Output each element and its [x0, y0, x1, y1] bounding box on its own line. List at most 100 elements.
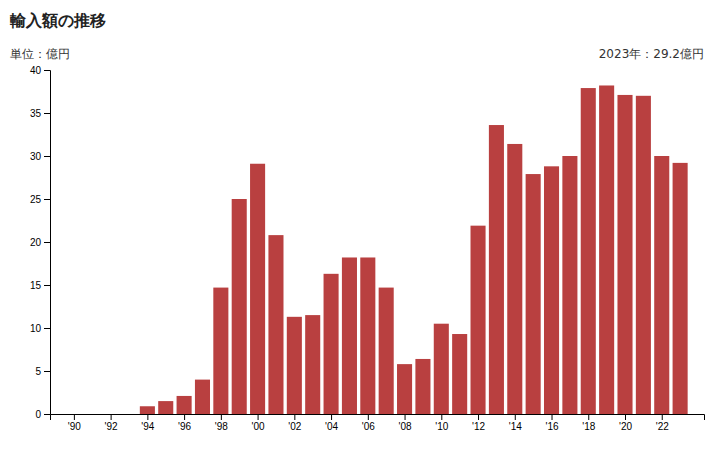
bar	[397, 364, 412, 414]
bar	[654, 156, 669, 414]
y-axis-label: 単位：億円	[10, 47, 70, 61]
x-tick-label: '94	[141, 421, 154, 432]
x-axis: '90 '92 '94 '96 '98 '00 '02 '04 '06 '08 '10 '12 '14 '…	[51, 414, 705, 432]
title: 輸入額の推移	[9, 11, 106, 30]
bars	[140, 85, 688, 414]
bar	[636, 96, 651, 414]
bar	[85, 414, 100, 415]
x-tick-label: '02	[288, 421, 301, 432]
bar	[489, 125, 504, 414]
bar	[103, 414, 118, 415]
y-tick: 10	[30, 323, 50, 334]
bar	[121, 414, 136, 415]
x-tick: '16	[545, 414, 558, 432]
bar	[268, 235, 283, 414]
annotation: 2023年：29.2億円	[599, 47, 704, 61]
bar	[342, 257, 357, 414]
x-tick-mark	[294, 414, 295, 420]
bar	[415, 359, 430, 414]
x-tick: '02	[288, 414, 301, 432]
x-tick: '94	[141, 414, 154, 432]
bar	[305, 315, 320, 414]
x-tick: '12	[472, 414, 485, 432]
x-tick-label: '98	[215, 421, 228, 432]
x-tick: '08	[399, 414, 412, 432]
bar	[617, 95, 632, 414]
x-tick: '20	[619, 414, 632, 432]
x-tick-mark	[74, 414, 75, 420]
y-tick-label: 5	[35, 366, 41, 377]
x-tick-mark	[368, 414, 369, 420]
x-tick-mark	[184, 414, 185, 420]
bar	[195, 380, 210, 414]
y-tick-label: 30	[30, 151, 42, 162]
x-tick-mark	[331, 414, 332, 420]
x-tick: '06	[362, 414, 375, 432]
x-tick-mark	[588, 414, 589, 420]
x-tick: '98	[215, 414, 228, 432]
bar	[66, 414, 81, 415]
x-tick-mark	[478, 414, 479, 420]
x-tick-mark	[625, 414, 626, 420]
bar	[287, 317, 302, 414]
x-tick-mark	[147, 414, 148, 420]
bar	[673, 163, 688, 414]
x-tick-mark	[221, 414, 222, 420]
x-tick-mark	[441, 414, 442, 420]
x-tick-mark	[111, 414, 112, 420]
y-tick: 15	[30, 280, 50, 291]
x-tick-mark	[258, 414, 259, 420]
y-tick: 35	[30, 108, 50, 119]
bar	[232, 199, 247, 414]
y-tick-mark	[44, 371, 50, 372]
x-tick-label: '14	[509, 421, 522, 432]
x-tick: '14	[509, 414, 522, 432]
y-tick-label: 25	[30, 194, 42, 205]
x-tick-mark	[515, 414, 516, 420]
x-tick-label: '20	[619, 421, 632, 432]
bar	[434, 324, 449, 414]
y-tick: 5	[35, 366, 50, 377]
bar	[213, 288, 228, 414]
bar	[177, 396, 192, 414]
bar	[158, 401, 173, 414]
y-axis: 0 5 10 15 20 25 30 35 40	[30, 65, 51, 420]
y-tick-mark	[44, 199, 50, 200]
x-tick-label: '00	[252, 421, 265, 432]
x-tick-label: '06	[362, 421, 375, 432]
y-tick-mark	[44, 70, 50, 71]
y-tick-mark	[44, 328, 50, 329]
bar	[526, 174, 541, 414]
y-tick-label: 40	[30, 65, 42, 76]
bar	[324, 274, 339, 414]
x-tick-label: '92	[105, 421, 118, 432]
x-tick-label: '10	[435, 421, 448, 432]
y-tick-label: 15	[30, 280, 42, 291]
x-axis-line	[51, 415, 705, 421]
y-tick: 0	[35, 409, 50, 420]
y-tick: 40	[30, 65, 50, 76]
bar	[471, 226, 486, 414]
x-tick-label: '18	[582, 421, 595, 432]
y-tick: 30	[30, 151, 50, 162]
bar	[507, 144, 522, 414]
bar	[581, 88, 596, 414]
bar	[140, 406, 155, 414]
x-tick: '18	[582, 414, 595, 432]
chart: '90 '92 '94 '96 '98 '00 '02 '04 '06 '08 '10 '12 '14 '…	[0, 0, 728, 450]
bar	[599, 85, 614, 414]
y-tick: 25	[30, 194, 50, 205]
y-tick-label: 20	[30, 237, 42, 248]
x-tick: '04	[325, 414, 338, 432]
bar	[379, 288, 394, 414]
y-tick-label: 10	[30, 323, 42, 334]
x-tick-label: '22	[656, 421, 669, 432]
y-tick-mark	[44, 242, 50, 243]
x-tick-label: '90	[68, 421, 81, 432]
x-tick-label: '08	[399, 421, 412, 432]
x-tick: '96	[178, 414, 191, 432]
bar	[250, 164, 265, 414]
y-axis-line	[44, 71, 51, 415]
x-tick-mark	[662, 414, 663, 420]
y-tick-mark	[44, 156, 50, 157]
